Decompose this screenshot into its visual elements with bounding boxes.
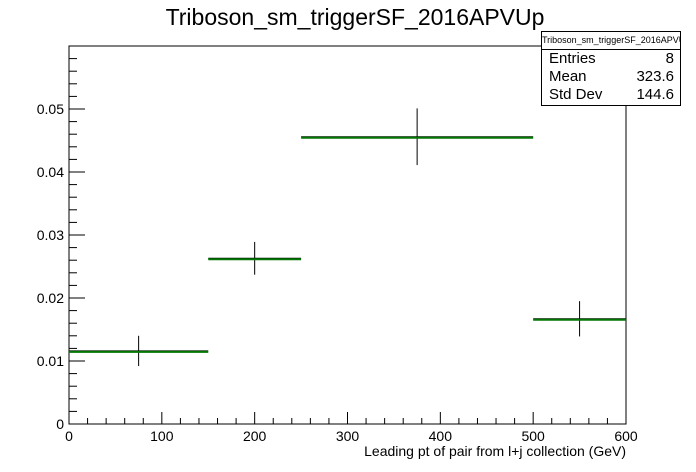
- x-axis-label: Leading pt of pair from l+j collection (…: [364, 443, 626, 459]
- stats-row-mean: Mean 323.6: [542, 68, 680, 86]
- stats-box: Triboson_sm_triggerSF_2016APVUp Entries …: [541, 31, 681, 106]
- stats-row-entries: Entries 8: [542, 50, 680, 68]
- x-tick-label: 300: [336, 428, 360, 444]
- chart-title: Triboson_sm_triggerSF_2016APVUp: [166, 4, 545, 30]
- x-tick-label: 600: [614, 428, 638, 444]
- stats-label: Std Dev: [549, 86, 603, 103]
- x-tick-label: 200: [243, 428, 267, 444]
- stats-value: 8: [665, 50, 674, 67]
- stats-value: 323.6: [636, 68, 674, 85]
- x-tick-labels: 0 100 200 300 400 500 600: [65, 428, 638, 444]
- axis-ticks: [68, 45, 627, 425]
- y-tick-label: 0.05: [37, 101, 64, 117]
- x-tick-label: 100: [150, 428, 174, 444]
- stats-row-stddev: Std Dev 144.6: [542, 86, 680, 104]
- x-tick-label: 400: [429, 428, 453, 444]
- stats-label: Mean: [549, 68, 587, 85]
- stats-value: 144.6: [636, 86, 674, 103]
- x-tick-label: 500: [521, 428, 545, 444]
- y-tick-label: 0.04: [37, 164, 64, 180]
- y-tick-label: 0.03: [37, 227, 64, 243]
- y-tick-labels: 0 0.01 0.02 0.03 0.04 0.05: [37, 101, 64, 432]
- y-tick-label: 0.01: [37, 353, 64, 369]
- y-tick-label: 0.02: [37, 290, 64, 306]
- stats-title: Triboson_sm_triggerSF_2016APVUp: [542, 32, 680, 50]
- x-tick-label: 0: [65, 428, 73, 444]
- stats-label: Entries: [549, 50, 596, 67]
- y-tick-label: 0: [56, 416, 64, 432]
- histogram-bins: [69, 108, 626, 367]
